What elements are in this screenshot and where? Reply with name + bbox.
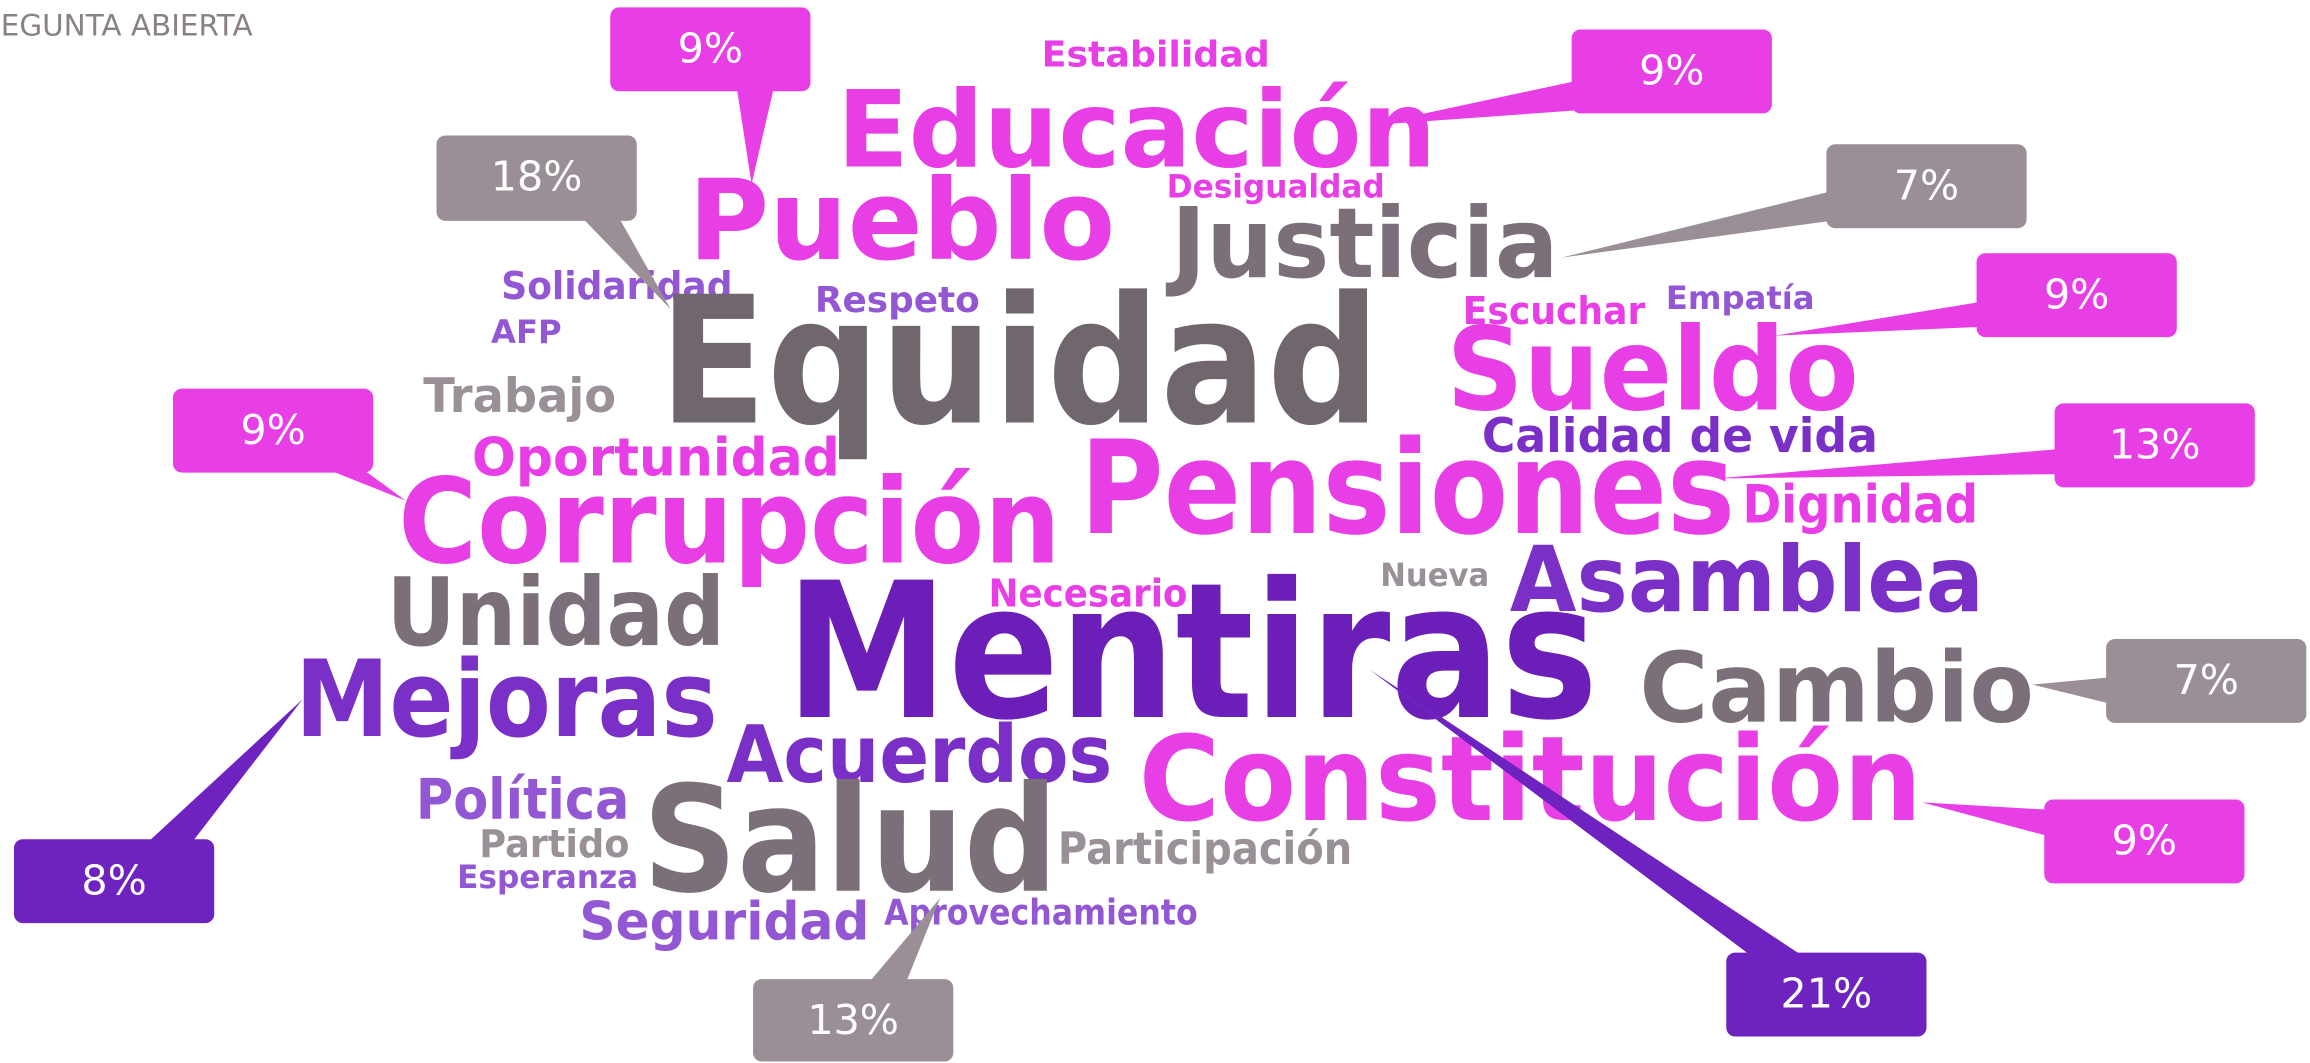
word: Equidad — [659, 259, 1380, 465]
word: Pensiones — [1080, 413, 1735, 564]
word: Empatía — [1666, 279, 1815, 317]
callout-label: 9% — [1639, 47, 1704, 95]
word: Política — [416, 768, 629, 833]
callout: 13% — [753, 898, 954, 1062]
word: Mejoras — [295, 638, 718, 761]
word: Partido — [479, 822, 629, 867]
callout-label: 9% — [2112, 817, 2177, 865]
callout-label: 13% — [807, 996, 899, 1044]
callout-label: 8% — [81, 856, 146, 904]
word: Dignidad — [1742, 475, 1978, 536]
word: Unidad — [386, 559, 725, 668]
word: Sueldo — [1447, 303, 1859, 437]
words: Estabilidad Educación Desigualdad Pueblo… — [295, 34, 2034, 952]
callout-label: 9% — [240, 406, 305, 454]
word: Mentiras — [785, 543, 1598, 762]
word: Justicia — [1165, 187, 1558, 300]
callout: 9% — [610, 7, 811, 185]
callout: 8% — [13, 699, 303, 924]
word: Oportunidad — [472, 428, 840, 489]
word: Trabajo — [423, 369, 616, 424]
word: Pueblo — [688, 156, 1115, 286]
word: Educación — [837, 68, 1436, 191]
callout-label: 9% — [678, 25, 743, 73]
word: Estabilidad — [1042, 34, 1270, 75]
callout: 21% — [1369, 669, 1927, 1037]
word: Corrupción — [398, 453, 1061, 590]
word: AFP — [491, 313, 562, 351]
callout-label: 21% — [1781, 970, 1873, 1018]
callout: 9% — [172, 388, 406, 501]
word: Desigualdad — [1167, 167, 1385, 205]
callouts: 9% 9% 18% 7% 9% 13% 9% 7% 9% 8% 21% 13% — [13, 7, 2307, 1062]
callout-label: 7% — [2174, 656, 2239, 704]
word: Aprovechamiento — [884, 893, 1198, 934]
word: Calidad de vida — [1482, 409, 1878, 464]
callout-label: 18% — [491, 153, 583, 201]
word: Seguridad — [579, 891, 869, 952]
title: EGUNTA ABIERTA — [1, 8, 253, 42]
word: Nueva — [1380, 556, 1489, 594]
word: Acuerdos — [727, 708, 1113, 801]
callout-label: 9% — [2044, 270, 2109, 318]
word: Participación — [1058, 824, 1352, 875]
word: Cambio — [1639, 631, 2034, 744]
word: Esperanza — [457, 858, 638, 896]
callout-label: 13% — [2109, 421, 2201, 469]
callout: 7% — [2032, 638, 2307, 723]
word: Salud — [643, 754, 1058, 926]
word: Necesario — [989, 572, 1188, 617]
word: Respeto — [815, 280, 980, 321]
callout-label: 7% — [1894, 161, 1959, 209]
word: Solidaridad — [501, 264, 732, 309]
word: Escuchar — [1463, 289, 1646, 334]
callout: 9% — [1922, 799, 2245, 884]
callout: 7% — [1561, 144, 2027, 258]
word: Asamblea — [1510, 526, 1984, 633]
